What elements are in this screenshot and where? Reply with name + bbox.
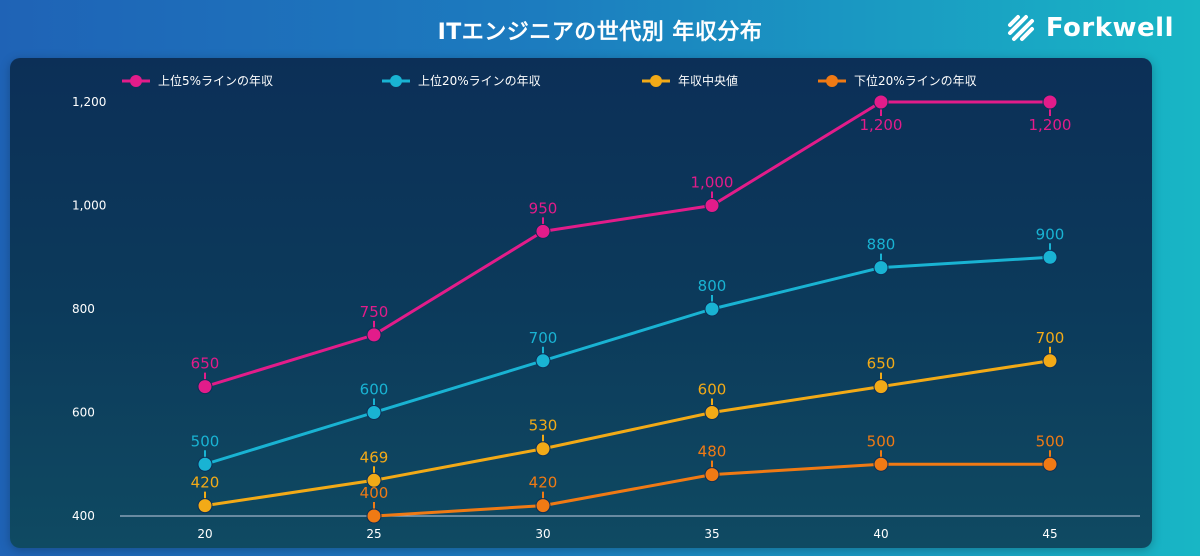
data-point <box>535 441 551 457</box>
data-point <box>704 405 720 420</box>
y-tick-label: 1,200 <box>72 95 106 109</box>
legend-item: 上位5%ラインの年収 <box>122 73 273 88</box>
legend-item: 年収中央値 <box>642 73 738 88</box>
data-label: 650 <box>191 355 220 373</box>
brand-name: Forkwell <box>1045 13 1174 43</box>
x-tick-label: 25 <box>366 527 381 541</box>
data-label: 700 <box>1036 329 1065 347</box>
data-point <box>197 498 213 514</box>
legend-marker <box>650 75 662 87</box>
data-label: 1,000 <box>691 174 734 192</box>
legend-marker <box>130 75 142 87</box>
x-tick-label: 30 <box>535 527 550 541</box>
x-tick-label: 45 <box>1042 527 1057 541</box>
data-point <box>1042 456 1058 472</box>
data-label: 600 <box>360 381 389 399</box>
data-label: 480 <box>698 443 727 461</box>
series-line <box>204 255 1051 466</box>
page-title: ITエンジニアの世代別 年収分布 <box>437 20 763 45</box>
chart-panel: 400 600 800 1,000 1,200 20 25 30 35 40 45 上位5%ラインの年… <box>10 58 1152 548</box>
data-label: 420 <box>191 474 220 492</box>
data-point <box>1042 353 1058 369</box>
data-label: 800 <box>698 277 727 295</box>
data-label: 750 <box>360 303 389 321</box>
data-label: 530 <box>529 417 558 435</box>
data-label: 469 <box>360 448 389 466</box>
y-tick-label: 800 <box>72 302 95 316</box>
data-point <box>535 498 551 514</box>
brand: Forkwell <box>1004 10 1174 46</box>
y-tick-label: 1,000 <box>72 199 106 213</box>
legend-label: 上位20%ラインの年収 <box>418 73 541 88</box>
legend-marker <box>826 75 838 87</box>
data-label: 900 <box>1036 225 1065 243</box>
y-tick-label: 400 <box>72 509 95 523</box>
legend-item: 下位20%ラインの年収 <box>818 73 977 88</box>
data-label: 600 <box>698 381 727 399</box>
series-line <box>204 359 1051 508</box>
data-label: 420 <box>529 474 558 492</box>
data-point <box>1042 94 1058 110</box>
data-label: 880 <box>867 236 896 254</box>
y-tick-label: 600 <box>72 406 95 420</box>
x-tick-label: 35 <box>704 527 719 541</box>
legend-label: 下位20%ラインの年収 <box>854 73 977 88</box>
header: ITエンジニアの世代別 年収分布 Forkwell <box>0 0 1200 58</box>
data-label: 1,200 <box>1029 116 1072 134</box>
data-point <box>197 456 213 472</box>
data-point <box>704 301 720 317</box>
x-tick-label: 20 <box>197 527 212 541</box>
data-label: 650 <box>867 355 896 373</box>
legend-label: 上位5%ラインの年収 <box>158 73 273 88</box>
data-point <box>366 327 382 343</box>
data-label: 950 <box>529 199 558 217</box>
data-point <box>704 467 720 483</box>
data-label: 400 <box>360 484 389 502</box>
data-label: 500 <box>867 432 896 450</box>
legend-label: 年収中央値 <box>678 73 738 88</box>
legend-marker <box>390 75 402 87</box>
data-point <box>197 379 213 395</box>
data-label: 1,200 <box>860 116 903 134</box>
data-point <box>873 260 889 276</box>
data-point <box>366 472 382 488</box>
forkwell-logo-icon <box>1007 15 1034 41</box>
data-point <box>535 223 551 239</box>
data-point <box>366 405 382 420</box>
data-label: 500 <box>191 432 220 450</box>
line-chart: 400 600 800 1,000 1,200 20 25 30 35 40 45 上位5%ラインの年… <box>72 73 1140 541</box>
data-point <box>366 508 382 524</box>
legend-item: 上位20%ラインの年収 <box>382 73 541 88</box>
data-point <box>704 198 720 213</box>
data-point <box>873 379 889 395</box>
data-point <box>873 456 889 472</box>
x-tick-label: 40 <box>873 527 888 541</box>
series-line <box>204 100 1050 389</box>
data-label: 500 <box>1036 432 1065 450</box>
data-label: 700 <box>529 329 558 347</box>
data-point <box>1042 249 1058 265</box>
data-point <box>873 94 889 110</box>
data-point <box>535 353 551 369</box>
